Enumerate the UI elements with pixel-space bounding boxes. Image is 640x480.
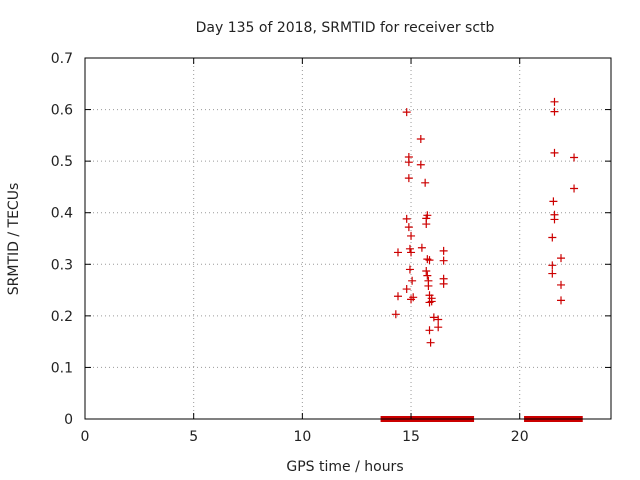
data-point	[424, 281, 433, 290]
data-point	[393, 248, 402, 257]
data-point	[557, 254, 566, 263]
data-point	[416, 160, 425, 169]
data-point	[416, 134, 425, 143]
data-point	[407, 248, 416, 257]
data-point	[404, 174, 413, 183]
data-point	[423, 271, 432, 280]
x-tick-label: 20	[511, 429, 529, 445]
y-tick-label: 0.1	[51, 360, 73, 376]
data-point	[570, 153, 579, 162]
data-point	[439, 279, 448, 288]
data-point	[408, 276, 417, 285]
data-point	[422, 266, 431, 275]
data-point	[557, 280, 566, 289]
data-point	[405, 265, 414, 274]
y-axis-label: SRMTID / TECUs	[6, 183, 22, 296]
y-tick-label: 0.2	[51, 309, 73, 325]
data-point	[434, 323, 443, 332]
data-point	[548, 269, 557, 278]
x-tick-label: 5	[189, 429, 198, 445]
y-tick-label: 0.6	[51, 103, 73, 119]
data-point	[422, 220, 431, 229]
x-axis-label: GPS time / hours	[286, 459, 403, 475]
data-point	[549, 197, 558, 206]
chart-title: Day 135 of 2018, SRMTID for receiver sct…	[196, 20, 495, 36]
data-point	[570, 184, 579, 193]
y-tick-label: 0.5	[51, 154, 73, 170]
data-point	[550, 148, 559, 157]
data-point	[550, 97, 559, 106]
data-point	[407, 231, 416, 240]
x-tick-label: 0	[81, 429, 90, 445]
data-point	[427, 297, 436, 306]
data-point	[434, 315, 443, 324]
data-point	[402, 108, 411, 117]
y-tick-label: 0	[64, 412, 73, 428]
data-point	[393, 292, 402, 301]
y-tick-label: 0.7	[51, 51, 73, 67]
data-point	[425, 326, 434, 335]
data-point	[439, 256, 448, 265]
y-tick-label: 0.4	[51, 206, 73, 222]
data-point	[548, 233, 557, 242]
data-point	[550, 215, 559, 224]
data-point	[402, 214, 411, 223]
data-point	[425, 256, 434, 265]
data-point	[404, 223, 413, 232]
data-point	[550, 107, 559, 116]
data-point	[439, 246, 448, 255]
data-point	[421, 178, 430, 187]
data-point	[548, 261, 557, 270]
data-point	[405, 244, 414, 253]
data-point	[409, 293, 418, 302]
data-points	[391, 97, 579, 347]
data-point	[402, 285, 411, 294]
x-tick-label: 10	[293, 429, 311, 445]
x-tick-label: 15	[402, 429, 420, 445]
data-point	[429, 313, 438, 322]
data-point	[557, 296, 566, 305]
data-point	[423, 211, 432, 220]
ticks: 0 5 10 15 20 0 0.1 0.2 0.3 0.4 0.5 0.6 0.7	[51, 51, 611, 445]
plot-frame	[84, 57, 612, 420]
data-point	[391, 310, 400, 319]
y-tick-label: 0.3	[51, 257, 73, 273]
data-point	[404, 158, 413, 167]
data-point	[426, 338, 435, 347]
data-point	[417, 243, 426, 252]
